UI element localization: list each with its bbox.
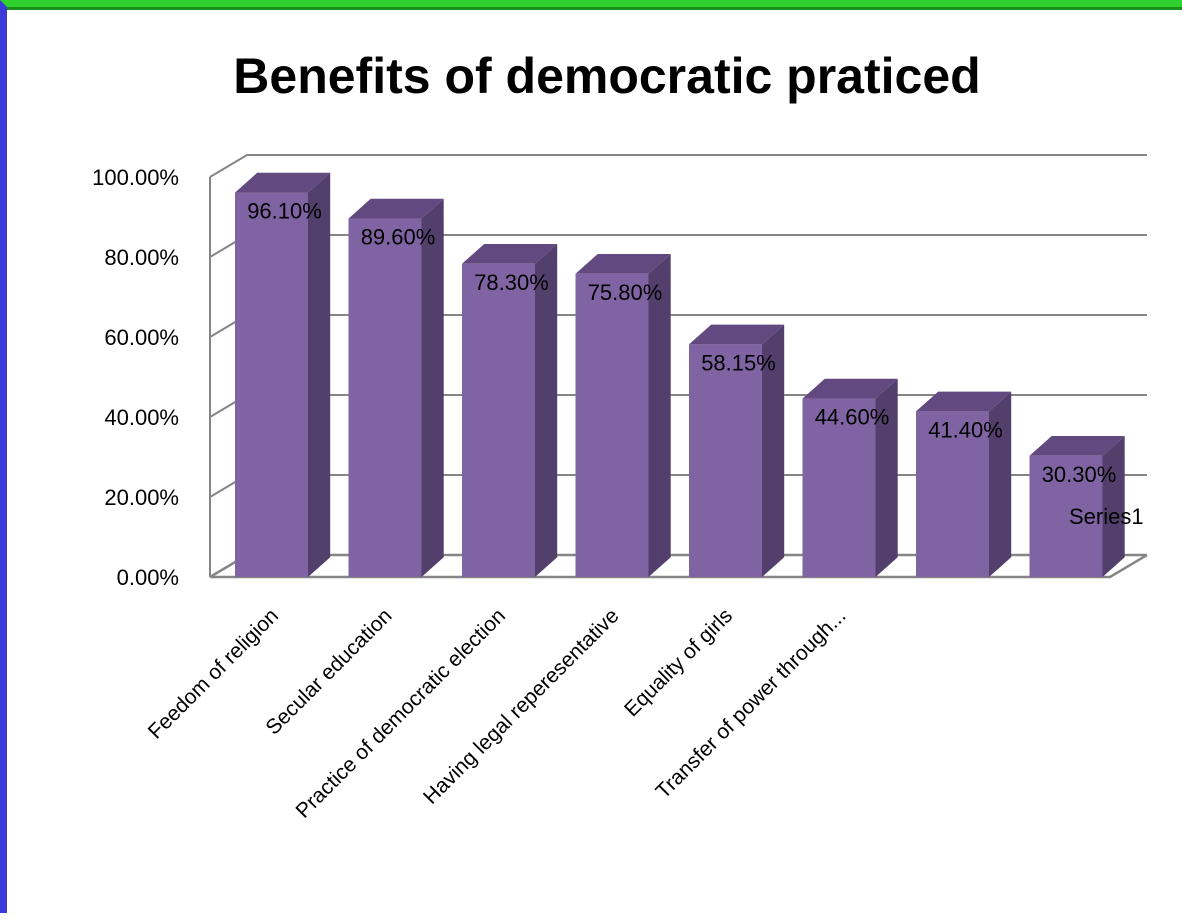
bar-top [575,254,671,274]
bar-front [575,273,649,577]
bar-top [235,172,331,193]
bar-side [762,324,785,577]
x-tick-label: Transfer of power through... [652,604,851,803]
bar-top [802,378,898,399]
bar [689,324,785,577]
bar-front [462,263,535,577]
bar [348,198,444,578]
data-label: 89.60% [361,225,436,250]
bar-front [1029,455,1103,577]
y-axis: 0.00% 20.00% 40.00% 60.00% 80.00% 100.00% [92,165,179,590]
bar [462,244,558,577]
bar-side [308,172,331,578]
chart-title: Benefits of democratic praticed [233,48,980,104]
bar [235,172,331,578]
data-label: 41.40% [928,417,1003,442]
data-label: 96.10% [247,199,322,224]
bar-top [1029,436,1125,456]
data-label: 44.60% [815,405,890,430]
bar-top [689,324,785,345]
data-label: 30.30% [1042,462,1117,487]
legend-series1: Series1 [1069,504,1144,529]
bars-layer [235,172,1125,578]
bar-front [235,192,308,577]
bar [1029,436,1125,577]
x-tick-label: Secular education [261,604,396,739]
bar [916,391,1012,577]
bar-top [462,244,558,264]
bar-side [1102,436,1125,577]
data-label: 58.15% [701,350,776,375]
y-tick-label: 0.00% [117,565,179,590]
bar-side [875,378,898,577]
bar-front [689,344,762,577]
data-label: 75.80% [588,280,663,305]
data-label: 78.30% [474,270,549,295]
gridline [209,154,1147,178]
x-tick-label: Practice of democratic election [292,604,510,822]
x-tick-label: Equality of girls [620,604,737,721]
bar-top [916,391,1012,412]
bar-side [421,198,444,578]
bar-front [802,398,876,577]
bar-top [348,198,444,219]
bar-chart: Benefits of democratic praticed 0.00% 20.… [92,48,1148,823]
y-tick-label: 40.00% [104,405,179,430]
bar [802,378,898,577]
y-tick-label: 80.00% [104,245,179,270]
bar-front [348,218,422,577]
y-tick-label: 20.00% [104,485,179,510]
y-tick-label: 100.00% [92,165,179,190]
bar-side [535,244,558,577]
bar-side [989,391,1012,577]
bar-front [916,411,989,577]
x-tick-label: Having legal reperesentative [419,604,623,808]
data-labels-layer: 96.10% 89.60% 78.30% 75.80% 58.15% 44.60% 41.4… [247,199,1116,487]
bar-side [648,254,671,577]
bar [575,254,671,577]
y-tick-label: 60.00% [104,325,179,350]
